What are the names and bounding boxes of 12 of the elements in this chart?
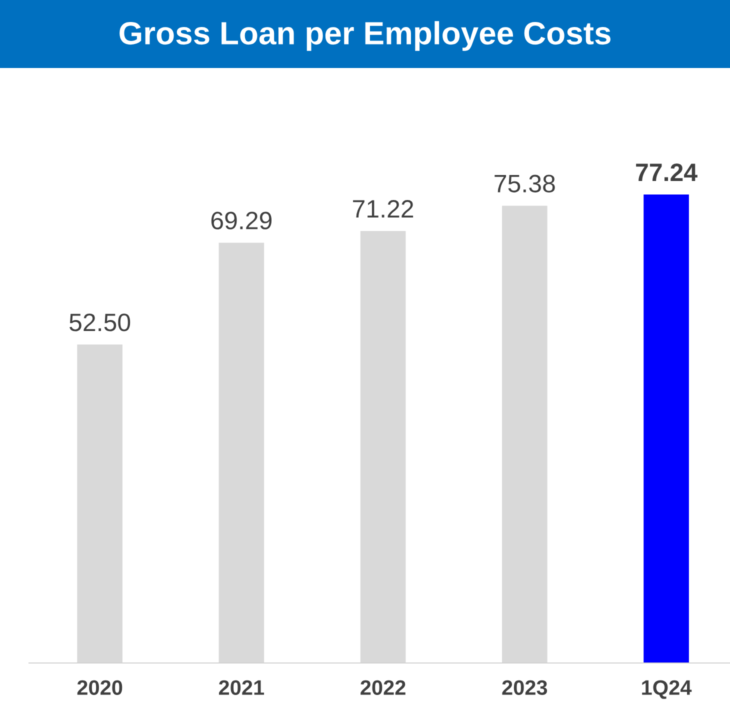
- x-tick-label: 2021: [218, 680, 264, 695]
- data-label: 52.50: [70, 314, 130, 332]
- x-tick-label: 2022: [360, 680, 406, 695]
- chart-title: Gross Loan per Employee Costs: [120, 21, 610, 51]
- data-label: 69.29: [211, 212, 272, 230]
- bar: [644, 194, 689, 663]
- data-label: 75.38: [494, 174, 555, 192]
- x-tick-label: 2020: [77, 680, 122, 695]
- x-tick-label: 1Q24: [642, 680, 692, 699]
- x-tick-label: 2023: [502, 680, 548, 695]
- data-label: 71.22: [353, 200, 414, 218]
- data-label: 77.24: [636, 163, 698, 181]
